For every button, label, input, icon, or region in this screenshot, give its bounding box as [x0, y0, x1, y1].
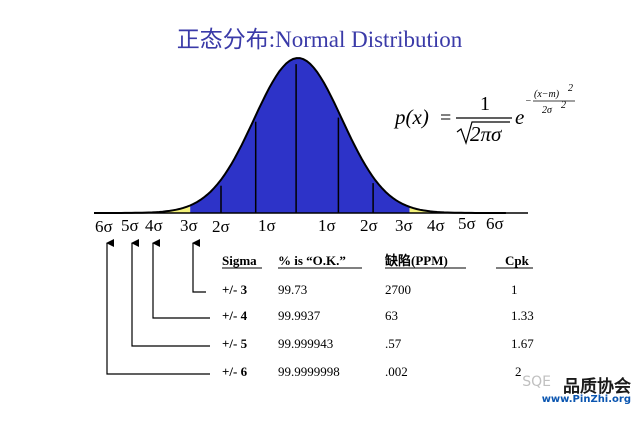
row-cpk: 2 — [515, 364, 522, 379]
table-header-sigma: Sigma — [222, 253, 257, 268]
sigma-connector-arrows — [106, 239, 210, 375]
sigma-label-right-5: 5σ — [458, 214, 476, 233]
table-row: +/- 3 99.73 2700 1 — [222, 282, 518, 297]
band-core — [190, 58, 410, 213]
sigma-label-right-4: 4σ — [427, 216, 445, 235]
formula-exp-sign: − — [525, 96, 532, 107]
row-ok: 99.9937 — [278, 308, 321, 323]
curve-regions — [94, 58, 491, 213]
watermark-source: SQE — [522, 374, 551, 390]
connector-arrow-6 — [106, 239, 210, 375]
row-ok: 99.999943 — [278, 336, 333, 351]
watermark: SQE 品质协会 www.PinZhi.org — [443, 372, 633, 416]
formula-exp-num-square: 2 — [568, 83, 573, 94]
formula-exp-denominator: 2σ — [542, 105, 553, 116]
row-cpk: 1.67 — [511, 336, 534, 351]
row-ppm: .002 — [385, 364, 408, 379]
band-right-4 — [409, 206, 449, 213]
bell-curve — [94, 57, 506, 214]
formula-sqrt-sign — [456, 121, 510, 145]
sigma-label-right-3: 3σ — [395, 216, 413, 235]
formula-lhs: p(x) — [393, 105, 429, 129]
normal-pdf-formula: p(x) = 1 2πσ e − (x−m) 2 2σ 2 — [393, 83, 575, 146]
table-header-ppm: 缺陷(PPM) — [384, 253, 448, 268]
row-cpk: 1.33 — [511, 308, 534, 323]
watermark-url: www.PinZhi.org — [541, 394, 631, 405]
watermark-brand: 品质协会 — [563, 377, 631, 397]
connector-arrow-3 — [192, 239, 206, 293]
row-sigma: +/- 4 — [222, 308, 248, 323]
row-cpk: 1 — [511, 282, 518, 297]
table-row: +/- 6 99.9999998 .002 2 — [222, 364, 522, 379]
row-sigma: +/- 3 — [222, 282, 248, 297]
connector-arrow-5 — [131, 239, 210, 347]
sigma-label-left-1: 1σ — [258, 216, 276, 235]
connector-arrow-4 — [152, 239, 210, 319]
row-ppm: 63 — [385, 308, 398, 323]
row-ok: 99.9999998 — [278, 364, 340, 379]
sigma-label-right-6: 6σ — [486, 214, 504, 233]
formula-numerator: 1 — [480, 93, 490, 115]
formula-denominator: 2πσ — [470, 122, 503, 146]
formula-exp-den-square: 2 — [561, 100, 566, 111]
sigma-label-left-6: 6σ — [95, 217, 113, 236]
table-header-ok: % is “O.K.” — [278, 253, 346, 268]
table-row: +/- 4 99.9937 63 1.33 — [222, 308, 534, 323]
sigma-label-right-2: 2σ — [360, 216, 378, 235]
sigma-label-left-2: 2σ — [212, 217, 230, 236]
row-sigma: +/- 5 — [222, 336, 248, 351]
band-left-4 — [155, 205, 191, 213]
table-header-cpk: Cpk — [505, 253, 530, 268]
formula-base-e: e — [515, 105, 524, 129]
row-ppm: .57 — [385, 336, 402, 351]
sigma-label-left-4: 4σ — [145, 216, 163, 235]
sigma-label-right-1: 1σ — [318, 216, 336, 235]
sigma-label-left-5: 5σ — [121, 216, 139, 235]
row-sigma: +/- 6 — [222, 364, 248, 379]
formula-exp-numerator: (x−m) — [534, 89, 560, 100]
row-ok: 99.73 — [278, 282, 307, 297]
row-ppm: 2700 — [385, 282, 411, 297]
sigma-label-left-3: 3σ — [180, 216, 198, 235]
formula-equals: = — [440, 107, 451, 129]
page-title: 正态分布:Normal Distribution — [176, 27, 463, 52]
table-row: +/- 5 99.999943 .57 1.67 — [222, 336, 534, 351]
